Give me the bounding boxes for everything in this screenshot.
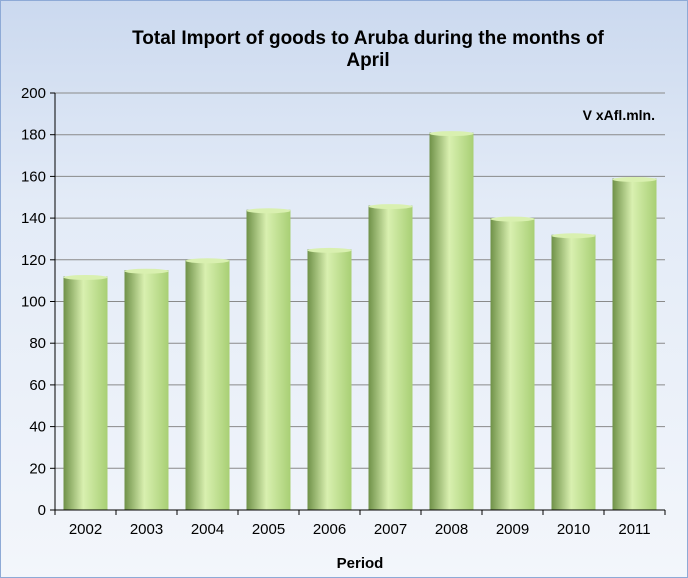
- bar-2010: [551, 234, 596, 510]
- y-tick-label: 80: [29, 335, 46, 352]
- x-tick-label: 2010: [557, 521, 590, 538]
- bars: [63, 131, 657, 511]
- bar-cap-2003: [124, 268, 169, 274]
- x-axis-label: Period: [337, 555, 384, 572]
- x-tick-label: 2006: [313, 521, 346, 538]
- y-tick-label: 140: [21, 210, 46, 227]
- bar-2007: [368, 205, 413, 510]
- y-ticks: 0 20 40 60 80 100 120 140 160 180 200: [21, 85, 55, 519]
- x-ticks: 2002 2003 2004 2005 2006 2007 2008 2009 2010 2011: [54, 510, 666, 538]
- bar-2009: [490, 218, 535, 510]
- y-tick-label: 120: [21, 252, 46, 269]
- x-tick-label: 2009: [496, 521, 529, 538]
- x-tick-label: 2011: [618, 521, 650, 538]
- x-tick-label: 2007: [374, 521, 407, 538]
- bar-cap-2008: [429, 131, 474, 137]
- y-tick-label: 0: [38, 502, 46, 519]
- bar-2006: [307, 249, 352, 510]
- y-tick-label: 200: [21, 85, 46, 102]
- y-tick-label: 40: [29, 419, 46, 436]
- x-tick-label: 2004: [191, 521, 224, 538]
- unit-label: V xAfl.mln.: [583, 107, 655, 123]
- x-tick-label: 2003: [130, 521, 163, 538]
- bar-cap-2011: [612, 176, 657, 182]
- y-tick-label: 160: [21, 168, 46, 185]
- bar-2008: [429, 132, 474, 511]
- chart-title-line-2: April: [346, 50, 389, 71]
- bar-cap-2002: [63, 274, 108, 280]
- bar-2011: [612, 178, 657, 511]
- chart-title-line-1: Total Import of goods to Aruba during th…: [132, 28, 604, 49]
- bar-cap-2004: [185, 258, 230, 264]
- bar-2003: [124, 270, 169, 510]
- bar-2005: [246, 209, 291, 510]
- x-tick-label: 2008: [435, 521, 468, 538]
- bar-cap-2006: [307, 247, 352, 253]
- bar-2004: [185, 259, 230, 510]
- x-tick-label: 2005: [252, 521, 285, 538]
- y-tick-label: 60: [29, 377, 46, 394]
- y-tick-label: 100: [21, 294, 46, 311]
- bar-cap-2010: [551, 233, 596, 239]
- bar-cap-2007: [368, 204, 413, 210]
- x-tick-label: 2002: [69, 521, 102, 538]
- bar-2002: [63, 276, 108, 510]
- bar-cap-2005: [246, 208, 291, 214]
- y-tick-label: 20: [29, 460, 46, 477]
- y-tick-label: 180: [21, 127, 46, 144]
- bar-cap-2009: [490, 216, 535, 222]
